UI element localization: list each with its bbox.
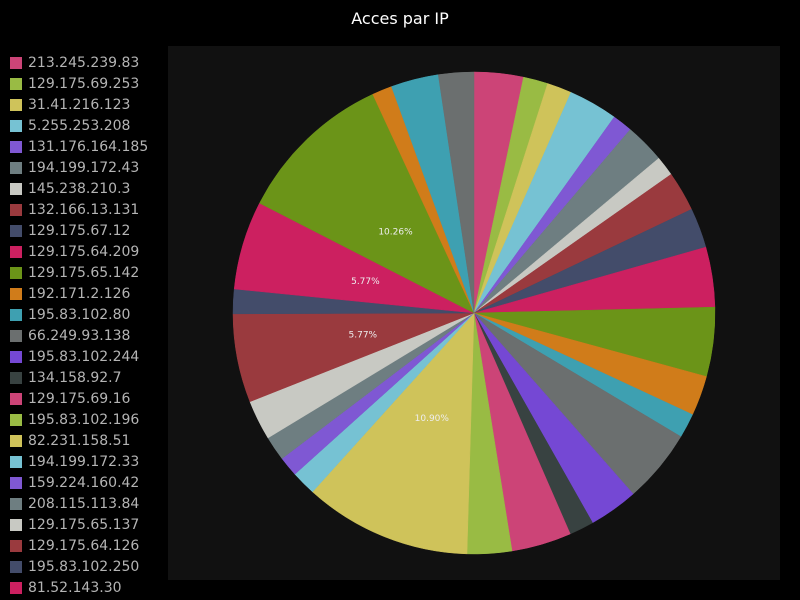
legend-label: 208.115.113.84 xyxy=(28,495,140,512)
legend-label: 82.231.158.51 xyxy=(28,432,131,449)
legend-swatch xyxy=(10,413,22,426)
legend-swatch xyxy=(10,392,22,405)
legend-swatch xyxy=(10,140,22,153)
legend-label: 5.255.253.208 xyxy=(28,117,131,134)
legend-label: 66.249.93.138 xyxy=(28,327,131,344)
legend-item: 129.175.64.209 xyxy=(8,241,148,262)
legend-swatch xyxy=(10,350,22,363)
legend-label: 195.83.102.244 xyxy=(28,348,140,365)
legend-item: 195.83.102.80 xyxy=(8,304,148,325)
legend-swatch xyxy=(10,539,22,552)
legend-item: 134.158.92.7 xyxy=(8,367,148,388)
pie-chart: 10.90% 5.77% 5.77% 10.26% xyxy=(232,71,716,555)
legend-item: 194.199.172.43 xyxy=(8,157,148,178)
legend-label: 132.166.13.131 xyxy=(28,201,140,218)
legend-item: 82.231.158.51 xyxy=(8,430,148,451)
legend-item: 194.199.172.33 xyxy=(8,451,148,472)
legend-item: 132.166.13.131 xyxy=(8,199,148,220)
legend-swatch xyxy=(10,581,22,594)
legend-item: 129.175.64.126 xyxy=(8,535,148,556)
legend-label: 129.175.64.209 xyxy=(28,243,140,260)
legend-swatch xyxy=(10,371,22,384)
plot-area: 10.90% 5.77% 5.77% 10.26% xyxy=(168,46,780,580)
legend: 213.245.239.83 129.175.69.253 31.41.216.12… xyxy=(8,52,148,598)
legend-label: 195.83.102.80 xyxy=(28,306,131,323)
legend-swatch xyxy=(10,224,22,237)
legend-label: 145.238.210.3 xyxy=(28,180,131,197)
legend-label: 129.175.67.12 xyxy=(28,222,131,239)
legend-item: 195.83.102.196 xyxy=(8,409,148,430)
legend-swatch xyxy=(10,560,22,573)
legend-label: 81.52.143.30 xyxy=(28,579,122,596)
legend-label: 131.176.164.185 xyxy=(28,138,149,155)
legend-item: 195.83.102.244 xyxy=(8,346,148,367)
legend-swatch xyxy=(10,329,22,342)
legend-label: 129.175.65.137 xyxy=(28,516,140,533)
legend-swatch xyxy=(10,119,22,132)
legend-item: 131.176.164.185 xyxy=(8,136,148,157)
legend-label: 129.175.69.16 xyxy=(28,390,131,407)
legend-item: 31.41.216.123 xyxy=(8,94,148,115)
legend-item: 129.175.69.16 xyxy=(8,388,148,409)
legend-swatch xyxy=(10,98,22,111)
legend-swatch xyxy=(10,434,22,447)
slice-percent-label: 10.26% xyxy=(378,227,413,237)
legend-item: 129.175.67.12 xyxy=(8,220,148,241)
legend-item: 5.255.253.208 xyxy=(8,115,148,136)
legend-swatch xyxy=(10,161,22,174)
legend-item: 129.175.69.253 xyxy=(8,73,148,94)
legend-swatch xyxy=(10,287,22,300)
legend-swatch xyxy=(10,182,22,195)
legend-swatch xyxy=(10,455,22,468)
legend-label: 194.199.172.43 xyxy=(28,159,140,176)
legend-item: 81.52.143.30 xyxy=(8,577,148,598)
legend-label: 213.245.239.83 xyxy=(28,54,140,71)
legend-item: 195.83.102.250 xyxy=(8,556,148,577)
legend-item: 213.245.239.83 xyxy=(8,52,148,73)
legend-label: 134.158.92.7 xyxy=(28,369,122,386)
legend-swatch xyxy=(10,497,22,510)
slice-percent-label: 10.90% xyxy=(415,414,450,424)
legend-swatch xyxy=(10,203,22,216)
legend-label: 159.224.160.42 xyxy=(28,474,140,491)
legend-item: 208.115.113.84 xyxy=(8,493,148,514)
legend-label: 195.83.102.250 xyxy=(28,558,140,575)
legend-label: 31.41.216.123 xyxy=(28,96,131,113)
legend-label: 129.175.65.142 xyxy=(28,264,140,281)
slice-percent-label: 5.77% xyxy=(351,277,380,287)
legend-swatch xyxy=(10,245,22,258)
legend-item: 129.175.65.137 xyxy=(8,514,148,535)
legend-item: 66.249.93.138 xyxy=(8,325,148,346)
legend-item: 192.171.2.126 xyxy=(8,283,148,304)
legend-swatch xyxy=(10,518,22,531)
pie-slice xyxy=(259,93,475,314)
legend-label: 194.199.172.33 xyxy=(28,453,140,470)
legend-label: 195.83.102.196 xyxy=(28,411,140,428)
chart-title: Acces par IP xyxy=(351,9,449,28)
legend-label: 129.175.64.126 xyxy=(28,537,140,554)
legend-swatch xyxy=(10,308,22,321)
pie-slice xyxy=(312,312,475,555)
legend-swatch xyxy=(10,56,22,69)
pie-slice xyxy=(437,71,475,314)
legend-item: 145.238.210.3 xyxy=(8,178,148,199)
legend-item: 129.175.65.142 xyxy=(8,262,148,283)
legend-label: 129.175.69.253 xyxy=(28,75,140,92)
legend-swatch xyxy=(10,266,22,279)
legend-swatch xyxy=(10,476,22,489)
legend-item: 159.224.160.42 xyxy=(8,472,148,493)
legend-label: 192.171.2.126 xyxy=(28,285,131,302)
legend-swatch xyxy=(10,77,22,90)
slice-percent-label: 5.77% xyxy=(349,330,378,340)
